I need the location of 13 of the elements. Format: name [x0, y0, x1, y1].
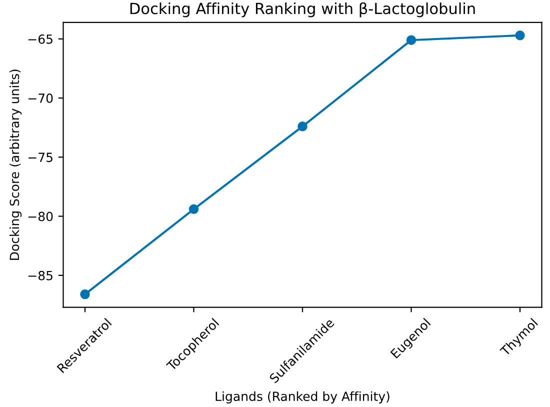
y-axis-title: Docking Score (arbitrary units) — [9, 70, 22, 260]
point — [406, 35, 416, 45]
y-tick-label: −75 — [28, 152, 52, 162]
point — [80, 289, 90, 300]
chart-title: Docking Affinity Ranking with β-Lactoglobulin — [130, 2, 475, 18]
point — [298, 122, 308, 132]
point — [515, 30, 525, 40]
y-tick-label: −85 — [28, 270, 52, 280]
y-tick-label: −65 — [28, 34, 52, 44]
y-tick-label: −70 — [28, 94, 53, 103]
y-tick-label: −80 — [28, 212, 53, 222]
point — [188, 204, 199, 214]
x-axis-title: Ligands (Ranked by Affinity) — [216, 391, 390, 404]
